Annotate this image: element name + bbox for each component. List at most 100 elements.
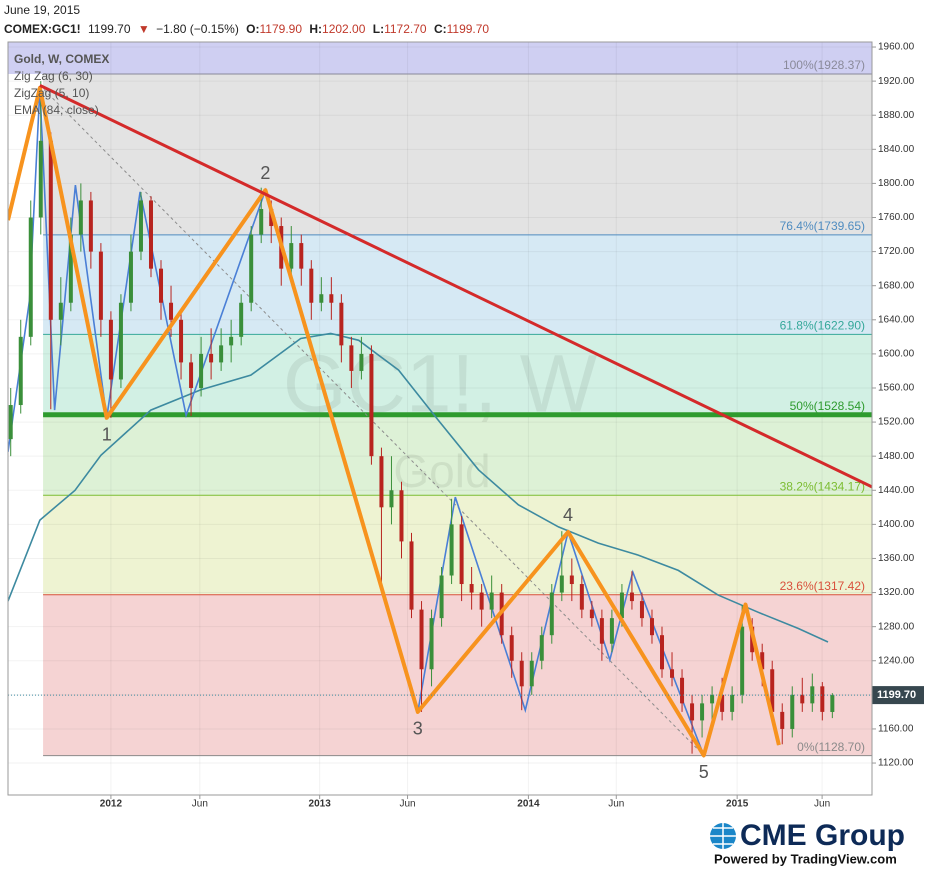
fib-label: 76.4%(1739.65) <box>780 219 865 233</box>
candle-body <box>670 669 675 678</box>
candle-body <box>559 575 564 593</box>
last: 1199.70 <box>88 22 131 36</box>
y-tick-label: 1520.00 <box>878 417 915 428</box>
pivot-label: 3 <box>413 719 423 739</box>
ema-line <box>8 332 829 643</box>
y-tick-label: 1280.00 <box>878 621 915 632</box>
candle-body <box>710 694 715 704</box>
plot-area: GC1!, WGold100%(1928.37)76.4%(1739.65)61… <box>8 42 872 795</box>
candle-body <box>319 294 324 303</box>
pivot-label: 1 <box>102 425 112 445</box>
candle-body <box>38 140 43 218</box>
y-tick-label: 1360.00 <box>878 553 915 564</box>
candle-body <box>649 618 654 636</box>
candle-body <box>780 711 785 729</box>
change-arrow: ▼ <box>138 22 150 36</box>
close: 1199.70 <box>447 22 490 36</box>
candle-body <box>249 234 254 303</box>
candle-body <box>299 243 304 269</box>
pivot-label: 2 <box>260 163 270 183</box>
fib-band <box>43 594 872 756</box>
candle-body <box>28 217 33 337</box>
y-tick-label: 1120.00 <box>878 758 914 769</box>
x-tick-label: Jun <box>399 799 415 810</box>
candle-body <box>619 592 624 619</box>
candle-body <box>830 695 835 712</box>
candle-body <box>680 677 685 704</box>
candle-body <box>229 336 234 346</box>
fib-label: 61.8%(1622.90) <box>780 319 865 333</box>
candle-body <box>439 575 444 619</box>
candle-body <box>700 703 705 721</box>
candle-body <box>469 584 474 593</box>
candle-body <box>800 694 805 704</box>
candle-body <box>219 345 224 363</box>
candle-body <box>770 669 775 712</box>
logo: CME Group Powered by TradingView.com <box>710 819 905 866</box>
candle-body <box>539 635 544 661</box>
candle-body <box>599 618 604 644</box>
open-label: O: <box>246 22 259 36</box>
header: June 19, 2015 COMEX:GC1! 1199.70 ▼ −1.80… <box>4 3 489 36</box>
logo-globe-lines <box>710 823 736 849</box>
candle-body <box>189 362 194 388</box>
candle-body <box>690 703 695 721</box>
pivot-label: 5 <box>699 762 709 782</box>
candle-body <box>419 609 424 670</box>
candle-body <box>720 694 725 712</box>
candle-body <box>489 592 494 610</box>
candle-body <box>359 353 364 371</box>
watermark-sub: Gold <box>393 445 490 497</box>
candle-body <box>48 140 53 320</box>
brand: CME Group <box>740 819 905 852</box>
candle-body <box>88 200 93 252</box>
candle-body <box>409 541 414 610</box>
candle-body <box>509 635 514 661</box>
legend-entry: EMA (84, close) <box>14 103 99 117</box>
y-tick-label: 1160.00 <box>878 724 914 735</box>
y-tick-label: 1240.00 <box>878 655 915 666</box>
trendline <box>39 84 872 489</box>
candle-body <box>138 200 143 252</box>
candle-body <box>78 200 83 235</box>
y-tick-label: 1680.00 <box>878 280 915 291</box>
y-tick-label: 1400.00 <box>878 519 915 530</box>
candle-body <box>820 686 825 712</box>
x-tick-label: 2012 <box>100 799 123 810</box>
x-tick-label: Jun <box>814 799 830 810</box>
low-label: L: <box>373 22 384 36</box>
candle-body <box>549 592 554 636</box>
candle-body <box>289 243 294 269</box>
legend-entry: Zig Zag (6, 30) <box>14 69 93 83</box>
candle-body <box>660 635 665 670</box>
fib-band <box>43 414 872 496</box>
candle-body <box>159 268 164 303</box>
x-tick-label: Jun <box>192 799 208 810</box>
candle-body <box>760 652 765 670</box>
low: 1172.70 <box>384 22 427 36</box>
x-tick-label: 2015 <box>726 799 749 810</box>
legend-entry: Gold, W, COMEX <box>14 52 109 66</box>
y-tick-label: 1840.00 <box>878 144 915 155</box>
candle-body <box>128 251 133 303</box>
candle-body <box>118 302 123 380</box>
fib-label: 23.6%(1317.42) <box>780 579 865 593</box>
candle-body <box>399 490 404 542</box>
y-tick-label: 1880.00 <box>878 110 915 121</box>
x-tick-label: 2014 <box>517 799 540 810</box>
y-tick-label: 1480.00 <box>878 451 915 462</box>
symbol: COMEX:GC1! <box>4 22 81 36</box>
y-tick-label: 1960.00 <box>878 42 915 53</box>
x-tick-label: 2013 <box>309 799 332 810</box>
fib-band <box>43 73 872 235</box>
candle-body <box>349 345 354 371</box>
candle-body <box>429 618 434 670</box>
close-label: C: <box>434 22 447 36</box>
fib-band <box>43 495 872 595</box>
candle-body <box>199 353 204 388</box>
y-tick-label: 1800.00 <box>878 178 915 189</box>
fib-label: 38.2%(1434.17) <box>780 479 865 493</box>
header-line: COMEX:GC1! 1199.70 ▼ −1.80 (−0.15%) O:11… <box>4 22 489 36</box>
open: 1179.90 <box>260 22 303 36</box>
fib-label: 50%(1528.54) <box>790 399 865 413</box>
